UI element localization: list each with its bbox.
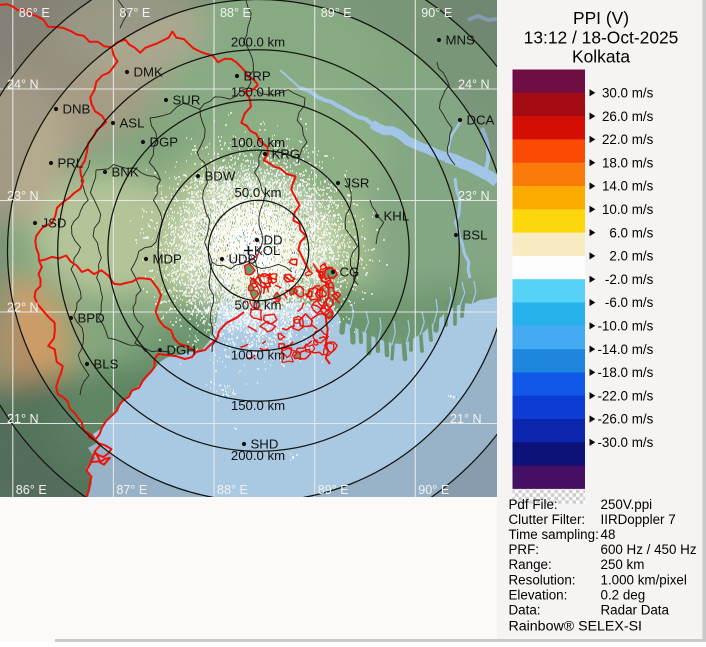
svg-text:-26.0: -26.0 [597, 412, 628, 427]
svg-text:Rainbow® SELEX-SI: Rainbow® SELEX-SI [509, 619, 642, 635]
svg-text:88° E: 88° E [220, 6, 251, 20]
svg-text:m/s: m/s [628, 109, 654, 124]
svg-text:18.0: 18.0 [602, 155, 628, 170]
svg-text:23° N: 23° N [458, 189, 490, 203]
svg-text:Data:: Data: [509, 603, 541, 618]
svg-text:13:12 / 18-Oct-2025: 13:12 / 18-Oct-2025 [524, 28, 679, 48]
svg-text:IIRDoppler 7: IIRDoppler 7 [601, 512, 676, 527]
svg-text:100.0 km: 100.0 km [231, 135, 285, 150]
svg-text:MDP: MDP [153, 252, 183, 267]
svg-text:600 Hz / 450 Hz: 600 Hz / 450 Hz [601, 542, 697, 557]
svg-text:Radar Data: Radar Data [601, 603, 670, 618]
svg-text:m/s: m/s [628, 179, 654, 194]
svg-text:DMK: DMK [134, 65, 164, 80]
svg-text:150.0 km: 150.0 km [231, 398, 285, 413]
svg-text:24° N: 24° N [458, 78, 490, 92]
svg-text:Elevation:: Elevation: [509, 587, 568, 602]
svg-text:250V.ppi: 250V.ppi [601, 497, 653, 512]
svg-text:DGH: DGH [167, 343, 196, 358]
svg-text:22.0: 22.0 [602, 132, 628, 147]
svg-text:-6.0: -6.0 [605, 295, 628, 310]
svg-text:m/s: m/s [628, 225, 654, 240]
svg-text:Clutter Filter:: Clutter Filter: [509, 512, 586, 527]
svg-text:m/s: m/s [628, 132, 654, 147]
svg-text:BRP: BRP [244, 69, 271, 84]
svg-text:50.0 km: 50.0 km [235, 185, 282, 200]
svg-text:21° N: 21° N [450, 412, 482, 426]
svg-text:50.0 km: 50.0 km [235, 298, 282, 313]
svg-text:86° E: 86° E [16, 483, 47, 497]
svg-text:m/s: m/s [628, 155, 654, 170]
svg-text:MNS: MNS [446, 33, 476, 48]
svg-text:250 km: 250 km [601, 557, 645, 572]
svg-text:DGP: DGP [150, 135, 179, 150]
svg-text:100.0 km: 100.0 km [231, 348, 285, 363]
svg-text:22° N: 22° N [7, 301, 39, 315]
svg-text:UDB: UDB [229, 252, 257, 267]
svg-text:BPD: BPD [78, 311, 105, 326]
svg-text:48: 48 [601, 527, 616, 542]
svg-text:21° N: 21° N [7, 412, 39, 426]
svg-text:24° N: 24° N [7, 78, 39, 92]
svg-text:-30.0: -30.0 [597, 435, 628, 450]
svg-text:m/s: m/s [628, 295, 654, 310]
svg-text:89° E: 89° E [321, 6, 352, 20]
svg-text:DNB: DNB [63, 102, 91, 117]
svg-text:-10.0: -10.0 [597, 319, 628, 334]
svg-text:90° E: 90° E [421, 6, 452, 20]
svg-text:-2.0: -2.0 [605, 272, 628, 287]
svg-text:200.0 km: 200.0 km [231, 35, 285, 50]
svg-text:ASL: ASL [120, 116, 145, 131]
svg-text:-22.0: -22.0 [597, 388, 628, 403]
svg-text:150.0 km: 150.0 km [231, 85, 285, 100]
svg-text:30.0: 30.0 [602, 86, 628, 101]
svg-text:PRF:: PRF: [509, 542, 540, 557]
svg-text:m/s: m/s [628, 319, 654, 334]
svg-text:m/s: m/s [628, 342, 654, 357]
svg-text:0.2 deg: 0.2 deg [601, 587, 646, 602]
svg-text:m/s: m/s [628, 435, 654, 450]
svg-text:m/s: m/s [628, 388, 654, 403]
svg-text:SUR: SUR [173, 93, 201, 108]
svg-text:89° E: 89° E [318, 483, 349, 497]
svg-text:m/s: m/s [628, 249, 654, 264]
svg-text:m/s: m/s [628, 365, 654, 380]
svg-text:JSD: JSD [42, 216, 67, 231]
svg-text:JSR: JSR [345, 176, 370, 191]
svg-text:86° E: 86° E [19, 6, 50, 20]
svg-text:BSL: BSL [463, 228, 488, 243]
svg-text:CG: CG [340, 265, 360, 280]
svg-text:DCA: DCA [467, 113, 495, 128]
svg-text:m/s: m/s [628, 86, 654, 101]
svg-text:Time sampling:: Time sampling: [509, 527, 599, 542]
svg-text:KHL: KHL [384, 209, 410, 224]
svg-text:-18.0: -18.0 [597, 365, 628, 380]
svg-text:KOL: KOL [254, 243, 280, 258]
svg-text:PPI (V): PPI (V) [573, 8, 629, 28]
svg-text:Kolkata: Kolkata [572, 47, 630, 67]
svg-text:PRL: PRL [58, 156, 84, 171]
svg-text:14.0: 14.0 [602, 179, 628, 194]
svg-text:2.0: 2.0 [609, 249, 628, 264]
svg-text:m/s: m/s [628, 272, 654, 287]
svg-text:6.0: 6.0 [609, 225, 628, 240]
svg-text:87° E: 87° E [119, 6, 150, 20]
svg-text:26.0: 26.0 [602, 109, 628, 124]
svg-text:10.0: 10.0 [602, 202, 628, 217]
svg-text:1.000 km/pixel: 1.000 km/pixel [601, 572, 687, 587]
svg-text:Pdf File:: Pdf File: [509, 497, 558, 512]
svg-text:BDW: BDW [205, 169, 236, 184]
svg-text:Range:: Range: [509, 557, 552, 572]
svg-text:88° E: 88° E [217, 483, 248, 497]
svg-text:BNK: BNK [112, 165, 139, 180]
svg-text:-14.0: -14.0 [597, 342, 628, 357]
svg-text:23° N: 23° N [7, 189, 39, 203]
svg-text:m/s: m/s [628, 412, 654, 427]
svg-text:m/s: m/s [628, 202, 654, 217]
svg-text:200.0 km: 200.0 km [231, 448, 285, 463]
svg-text:87° E: 87° E [116, 483, 147, 497]
svg-text:90° E: 90° E [418, 483, 449, 497]
svg-text:BLS: BLS [94, 357, 119, 372]
svg-text:Resolution:: Resolution: [509, 572, 576, 587]
